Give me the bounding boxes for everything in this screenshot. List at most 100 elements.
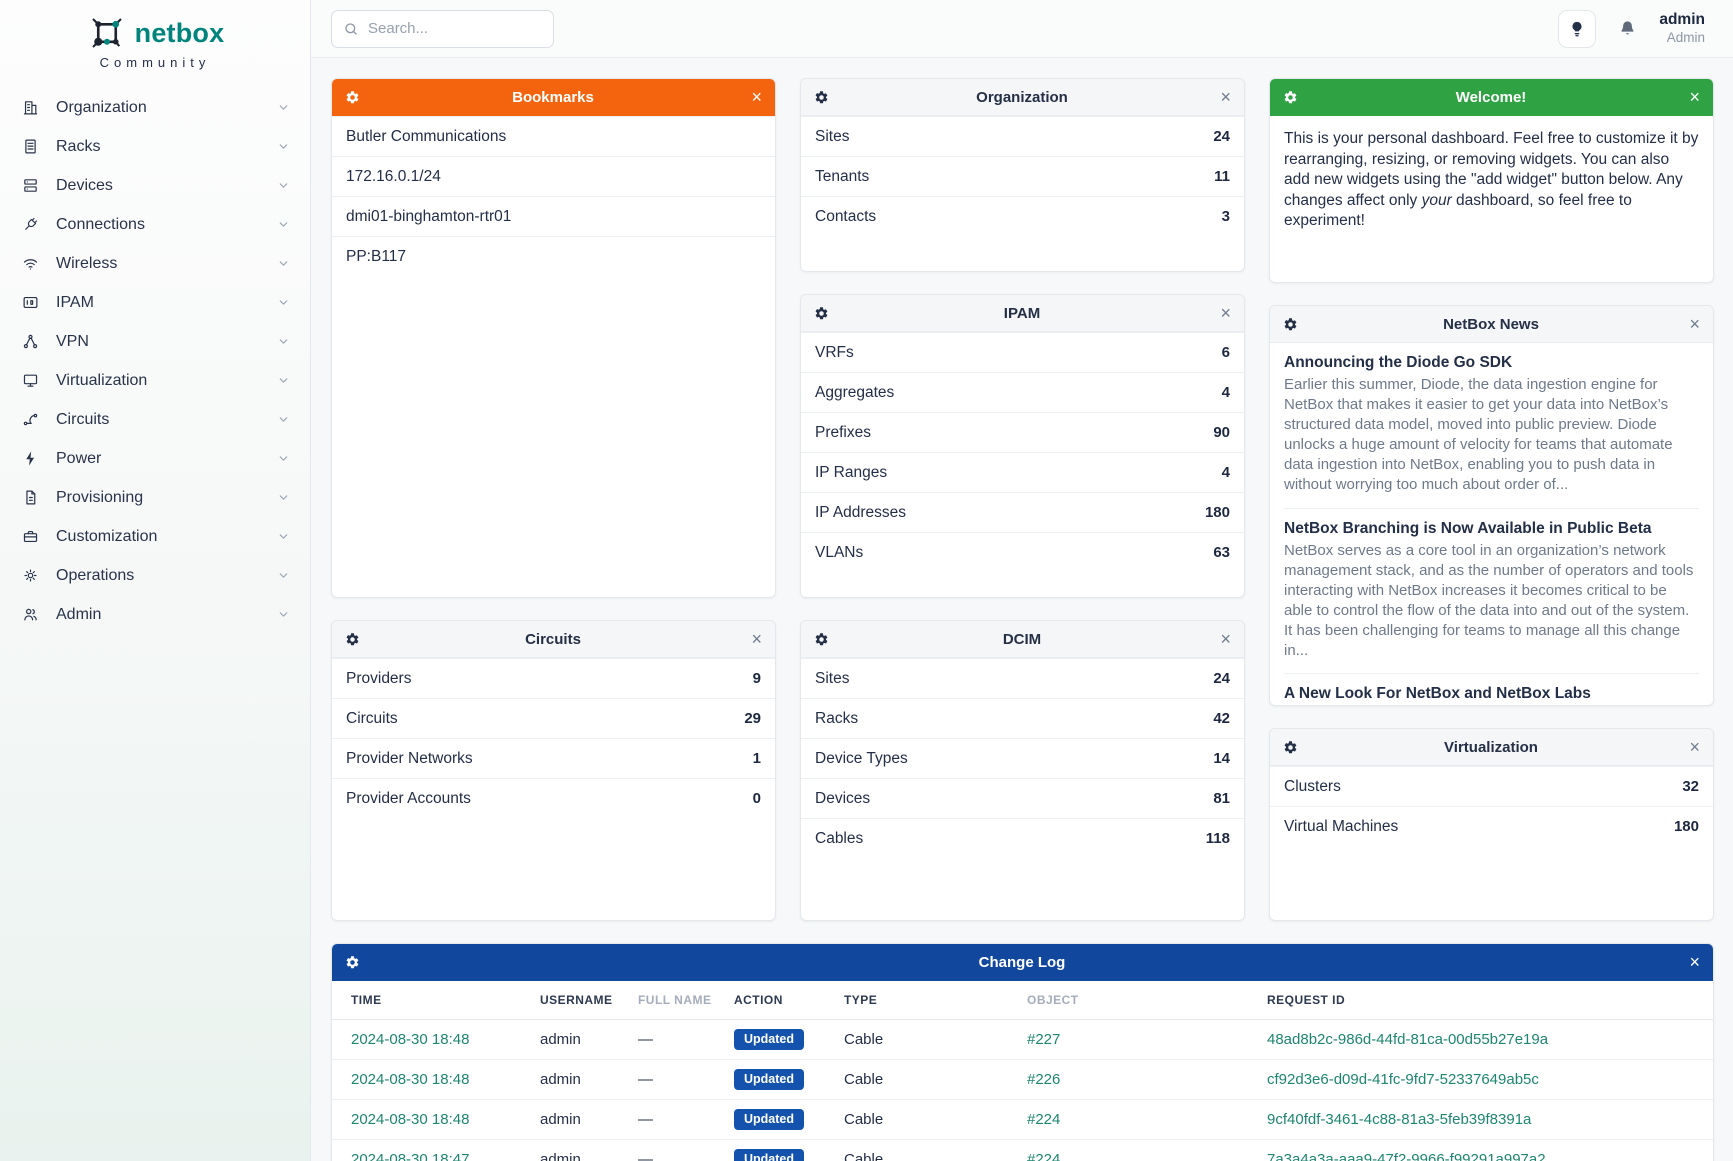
type-cell: Cable: [825, 1058, 1008, 1099]
widget-config-gear-icon[interactable]: [345, 632, 360, 647]
close-icon[interactable]: ×: [751, 87, 762, 107]
close-icon[interactable]: ×: [1689, 737, 1700, 757]
close-icon[interactable]: ×: [1689, 314, 1700, 334]
stat-row[interactable]: Sites 24: [801, 116, 1244, 156]
news-body: NetBox serves as a core tool in an organ…: [1284, 541, 1694, 660]
bookmark-item[interactable]: Butler Communications: [332, 116, 775, 156]
stat-row[interactable]: Device Types 14: [801, 738, 1244, 778]
column-header-time[interactable]: Time: [332, 981, 521, 1020]
main-area: admin Admin Bookmarks × Butler Communica…: [311, 0, 1733, 1161]
sidebar-item-customization[interactable]: Customization: [0, 517, 310, 556]
stat-row[interactable]: VRFs 6: [801, 332, 1244, 372]
time-link[interactable]: 2024-08-30 18:48: [351, 1110, 470, 1128]
stat-row[interactable]: Aggregates 4: [801, 372, 1244, 412]
stat-row[interactable]: IP Addresses 180: [801, 492, 1244, 532]
request-id-link[interactable]: 48ad8b2c-986d-44fd-81ca-00d55b27e19a: [1267, 1030, 1549, 1048]
stat-row[interactable]: Circuits 29: [332, 698, 775, 738]
sidebar-item-ipam[interactable]: IPAM: [0, 283, 310, 322]
bookmark-item[interactable]: PP:B117: [332, 236, 775, 276]
sidebar-item-vpn[interactable]: VPN: [0, 322, 310, 361]
stat-row[interactable]: Tenants 11: [801, 156, 1244, 196]
close-icon[interactable]: ×: [1220, 629, 1231, 649]
stat-row[interactable]: Racks 42: [801, 698, 1244, 738]
stat-row[interactable]: Provider Networks 1: [332, 738, 775, 778]
sidebar-item-racks[interactable]: Racks: [0, 127, 310, 166]
stat-row[interactable]: VLANs 63: [801, 532, 1244, 572]
object-link[interactable]: #224: [1027, 1110, 1061, 1128]
notifications-bell-icon[interactable]: [1618, 19, 1637, 38]
sidebar-item-provisioning[interactable]: Provisioning: [0, 478, 310, 517]
wifi-icon: [22, 255, 39, 272]
time-link[interactable]: 2024-08-30 18:48: [351, 1070, 470, 1088]
stat-row[interactable]: Provider Accounts 0: [332, 778, 775, 818]
widget-config-gear-icon[interactable]: [1283, 740, 1298, 755]
sidebar-item-operations[interactable]: Operations: [0, 556, 310, 595]
close-icon[interactable]: ×: [1689, 952, 1700, 972]
stat-row[interactable]: Virtual Machines 180: [1270, 806, 1713, 846]
chevron-down-icon: [277, 218, 290, 231]
widget-config-gear-icon[interactable]: [814, 306, 829, 321]
chevron-down-icon: [277, 296, 290, 309]
topbar: admin Admin: [311, 0, 1733, 58]
stat-row[interactable]: Contacts 3: [801, 196, 1244, 236]
request-id-link[interactable]: 7a3a4a3a-aaa9-47f2-9966-f99291a997a2: [1267, 1150, 1546, 1161]
sidebar-item-circuits[interactable]: Circuits: [0, 400, 310, 439]
close-icon[interactable]: ×: [1689, 87, 1700, 107]
object-link[interactable]: #226: [1027, 1070, 1061, 1088]
sidebar-item-power[interactable]: Power: [0, 439, 310, 478]
chevron-down-icon: [277, 179, 290, 192]
brand[interactable]: netbox Community: [0, 12, 310, 70]
request-id-link[interactable]: 9cf40fdf-3461-4c88-81a3-5feb39f8391a: [1267, 1110, 1532, 1128]
column-header-full-name[interactable]: Full Name: [619, 981, 715, 1020]
bookmark-item[interactable]: 172.16.0.1/24: [332, 156, 775, 196]
username-cell: admin: [521, 1058, 619, 1099]
widget-config-gear-icon[interactable]: [345, 90, 360, 105]
stat-row[interactable]: Cables 118: [801, 818, 1244, 858]
theme-toggle-button[interactable]: [1558, 9, 1597, 48]
news-headline[interactable]: NetBox Branching is Now Available in Pub…: [1284, 519, 1652, 537]
news-headline[interactable]: Announcing the Diode Go SDK: [1284, 354, 1513, 371]
close-icon[interactable]: ×: [1220, 87, 1231, 107]
column-header-request-id[interactable]: Request ID: [1248, 981, 1713, 1020]
close-icon[interactable]: ×: [1220, 303, 1231, 323]
request-id-link[interactable]: cf92d3e6-d09d-41fc-9fd7-52337649ab5c: [1267, 1070, 1539, 1088]
column-header-action[interactable]: Action: [715, 981, 825, 1020]
stat-row[interactable]: Providers 9: [332, 658, 775, 698]
widget-title: IPAM: [1003, 304, 1041, 322]
stat-row[interactable]: IP Ranges 4: [801, 452, 1244, 492]
stat-row[interactable]: Prefixes 90: [801, 412, 1244, 452]
table-row: 2024-08-30 18:47 admin — Updated Cable #…: [332, 1138, 1713, 1161]
column-header-username[interactable]: Username: [521, 981, 619, 1020]
users-icon: [22, 606, 39, 623]
news-headline[interactable]: A New Look For NetBox and NetBox Labs: [1284, 685, 1591, 703]
search-input[interactable]: [368, 20, 567, 37]
chevron-down-icon: [277, 608, 290, 621]
bookmark-item[interactable]: dmi01-binghamton-rtr01: [332, 196, 775, 236]
sidebar-item-organization[interactable]: Organization: [0, 88, 310, 127]
action-badge: Updated: [734, 1028, 804, 1050]
object-link[interactable]: #227: [1027, 1030, 1061, 1048]
sidebar-item-wireless[interactable]: Wireless: [0, 244, 310, 283]
stat-row[interactable]: Sites 24: [801, 658, 1244, 698]
widget-config-gear-icon[interactable]: [345, 955, 360, 970]
time-link[interactable]: 2024-08-30 18:47: [351, 1150, 470, 1161]
widget-config-gear-icon[interactable]: [1283, 90, 1298, 105]
sidebar-item-connections[interactable]: Connections: [0, 205, 310, 244]
sidebar-item-admin[interactable]: Admin: [0, 595, 310, 634]
object-link[interactable]: #224: [1027, 1150, 1061, 1161]
search-box: [331, 9, 567, 48]
column-header-object[interactable]: Object: [1008, 981, 1248, 1020]
sidebar-item-devices[interactable]: Devices: [0, 166, 310, 205]
widget-circuits: Circuits × Providers 9 Circuits 29 Provide…: [331, 620, 776, 921]
stat-row[interactable]: Devices 81: [801, 778, 1244, 818]
widget-config-gear-icon[interactable]: [1283, 317, 1298, 332]
sidebar-item-virtualization[interactable]: Virtualization: [0, 361, 310, 400]
widget-config-gear-icon[interactable]: [814, 632, 829, 647]
close-icon[interactable]: ×: [751, 629, 762, 649]
column-header-type[interactable]: Type: [825, 981, 1008, 1020]
time-link[interactable]: 2024-08-30 18:48: [351, 1030, 470, 1048]
widget-config-gear-icon[interactable]: [814, 90, 829, 105]
stat-row[interactable]: Clusters 32: [1270, 766, 1713, 806]
user-menu[interactable]: admin Admin: [1659, 11, 1705, 45]
